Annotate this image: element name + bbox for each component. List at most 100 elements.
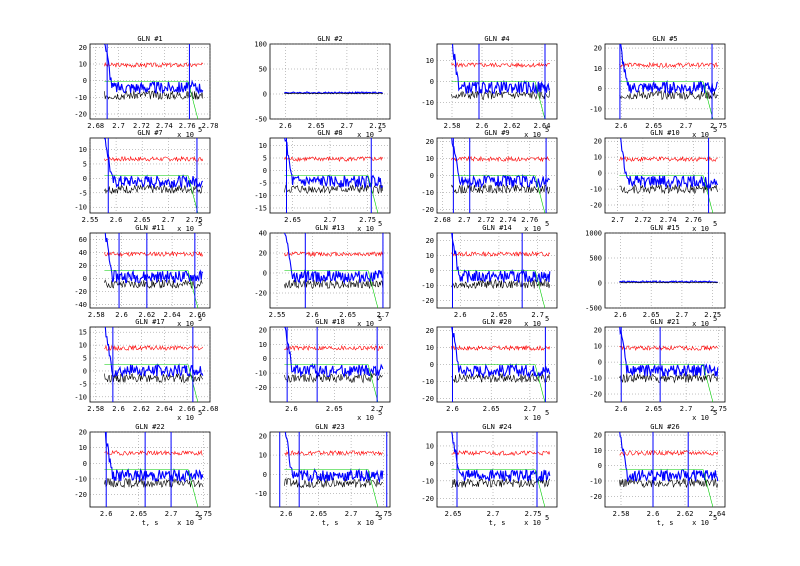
series-blue xyxy=(620,44,719,96)
subplot-9: 2.58 2.6 2.62 2.64 2.66 60 40 20 0 -20 -40 GLN #11 x… xyxy=(74,224,211,328)
y-tick-label: -20 xyxy=(254,290,267,298)
x-exponent: 5 xyxy=(713,409,717,417)
series-blue xyxy=(283,233,384,284)
y-tick-label: -20 xyxy=(421,206,434,214)
x-tick-label: 2.6 xyxy=(615,122,628,130)
y-tick-label: -20 xyxy=(589,493,602,501)
y-tick-label: 0 xyxy=(430,267,434,275)
x-multiplier: x 10 xyxy=(692,414,709,422)
x-tick-label: 2.7 xyxy=(487,510,500,518)
series-black xyxy=(104,278,203,289)
y-tick-label: 15 xyxy=(79,329,87,337)
y-tick-label: 0 xyxy=(83,460,87,468)
subplot-title: GLN #5 xyxy=(652,35,677,43)
x-exponent: 5 xyxy=(198,315,202,323)
x-tick-label: 2.75 xyxy=(186,216,203,224)
subplot-title: GLN #15 xyxy=(650,224,680,232)
subplot-title: GLN #21 xyxy=(650,318,680,326)
x-tick-label: 2.74 xyxy=(660,216,677,224)
y-tick-label: 0 xyxy=(430,460,434,468)
series-red xyxy=(451,155,550,163)
x-exponent: 5 xyxy=(198,220,202,228)
x-tick-label: 2.75 xyxy=(525,510,542,518)
subplot-16: 2.6 2.65 2.7 2.75 20 10 0 -10 -20 GLN #21 x 10 5 xyxy=(589,318,727,422)
subplot-20: 2.58 2.6 2.62 2.64 20 10 0 -10 -20 GLN #26 x 10 5 t,… xyxy=(589,423,725,527)
series-red xyxy=(104,344,204,351)
y-tick-label: -10 xyxy=(421,189,434,197)
x-tick-label: 2.7 xyxy=(611,216,624,224)
series-red xyxy=(284,251,384,258)
series-green xyxy=(284,270,379,308)
series-blue xyxy=(451,327,551,379)
subplot-title: GLN #11 xyxy=(135,224,165,232)
x-axis-label: t, s xyxy=(657,519,674,527)
x-tick-label: 2.64 xyxy=(164,311,181,319)
y-tick-label: 10 xyxy=(426,57,434,65)
x-exponent: 5 xyxy=(713,315,717,323)
y-tick-label: -10 xyxy=(254,370,267,378)
y-tick-label: -10 xyxy=(589,477,602,485)
y-tick-label: -20 xyxy=(589,202,602,210)
series-red xyxy=(104,449,203,456)
subplot-13: 2.58 2.6 2.62 2.64 2.66 2.68 15 10 5 0 -5 -10 GLN #1… xyxy=(74,318,218,422)
subplot-title: GLN #18 xyxy=(315,318,345,326)
y-tick-label: 10 xyxy=(79,444,87,452)
subplot-title: GLN #10 xyxy=(650,129,680,137)
x-multiplier: x 10 xyxy=(524,320,541,328)
x-tick-label: 2.74 xyxy=(156,122,173,130)
series-green xyxy=(451,469,546,507)
x-multiplier: x 10 xyxy=(357,414,374,422)
x-multiplier: x 10 xyxy=(177,320,194,328)
x-tick-label: 2.64 xyxy=(709,510,726,518)
y-tick-label: 5 xyxy=(83,355,87,363)
x-tick-label: 2.75 xyxy=(704,311,721,319)
x-tick-label: 2.58 xyxy=(613,510,630,518)
subplot-5: 2.55 2.6 2.65 2.7 2.75 10 5 0 -5 -10 GLN #7 x 10 5 xyxy=(74,129,211,233)
subplot-17: 2.6 2.65 2.7 2.75 20 10 0 -10 -20 GLN #22 x 10 5 t, … xyxy=(74,423,212,527)
x-multiplier: x 10 xyxy=(524,131,541,139)
subplot-19: 2.65 2.7 2.75 10 0 -10 -20 GLN #24 x 10 5 t, s xyxy=(421,423,558,527)
y-tick-label: 0 xyxy=(598,170,602,178)
y-tick-label: 0 xyxy=(83,175,87,183)
subplot-title: GLN #7 xyxy=(137,129,162,137)
x-tick-label: 2.7 xyxy=(680,122,693,130)
y-tick-label: 40 xyxy=(259,230,267,238)
x-tick-label: 2.6 xyxy=(615,405,628,413)
y-tick-label: 10 xyxy=(594,447,602,455)
y-tick-label: 100 xyxy=(254,41,267,49)
x-tick-label: 2.65 xyxy=(445,510,462,518)
subplot-11: 2.6 2.65 2.7 20 10 0 -10 -20 GLN #14 x 10 5 xyxy=(421,224,558,328)
x-exponent: 5 xyxy=(198,514,202,522)
y-tick-label: -10 xyxy=(254,490,267,498)
subplot-title: GLN #14 xyxy=(482,224,512,232)
series-black xyxy=(619,372,719,384)
series-green xyxy=(104,364,199,402)
series-black xyxy=(284,92,383,95)
y-tick-label: 10 xyxy=(594,65,602,73)
series-red xyxy=(104,250,204,258)
y-tick-label: -10 xyxy=(589,375,602,383)
series-red xyxy=(619,344,719,351)
y-tick-label: 20 xyxy=(259,432,267,440)
series-green xyxy=(284,469,379,507)
y-tick-label: 0 xyxy=(263,355,267,363)
series-red xyxy=(451,250,551,257)
subplot-7: 2.68 2.7 2.72 2.74 2.76 20 10 0 -10 -20 GLN #9 x 10… xyxy=(421,129,558,233)
series-blue xyxy=(451,233,551,284)
x-exponent: 5 xyxy=(378,514,382,522)
subplot-title: GLN #9 xyxy=(484,129,509,137)
series-blue xyxy=(284,432,384,484)
y-tick-label: 20 xyxy=(79,429,87,437)
subplot-10: 2.55 2.6 2.65 2.7 40 20 0 -20 GLN #13 x 10 5 xyxy=(254,224,391,328)
x-multiplier: x 10 xyxy=(524,225,541,233)
x-tick-label: 2.65 xyxy=(284,216,301,224)
x-multiplier: x 10 xyxy=(524,414,541,422)
series-red xyxy=(619,61,719,69)
subplot-3: 2.58 2.6 2.62 2.64 10 0 -10 GLN #4 x 10 5 xyxy=(421,35,558,139)
x-tick-label: 2.7 xyxy=(524,405,537,413)
x-tick-label: 2.6 xyxy=(112,405,125,413)
x-multiplier: x 10 xyxy=(177,519,194,527)
x-tick-label: 2.65 xyxy=(130,510,147,518)
subplot-2: 2.6 2.65 2.7 2.75 100 50 0 -50 GLN #2 x 10 5 xyxy=(254,35,391,139)
x-tick-label: 2.76 xyxy=(179,122,196,130)
